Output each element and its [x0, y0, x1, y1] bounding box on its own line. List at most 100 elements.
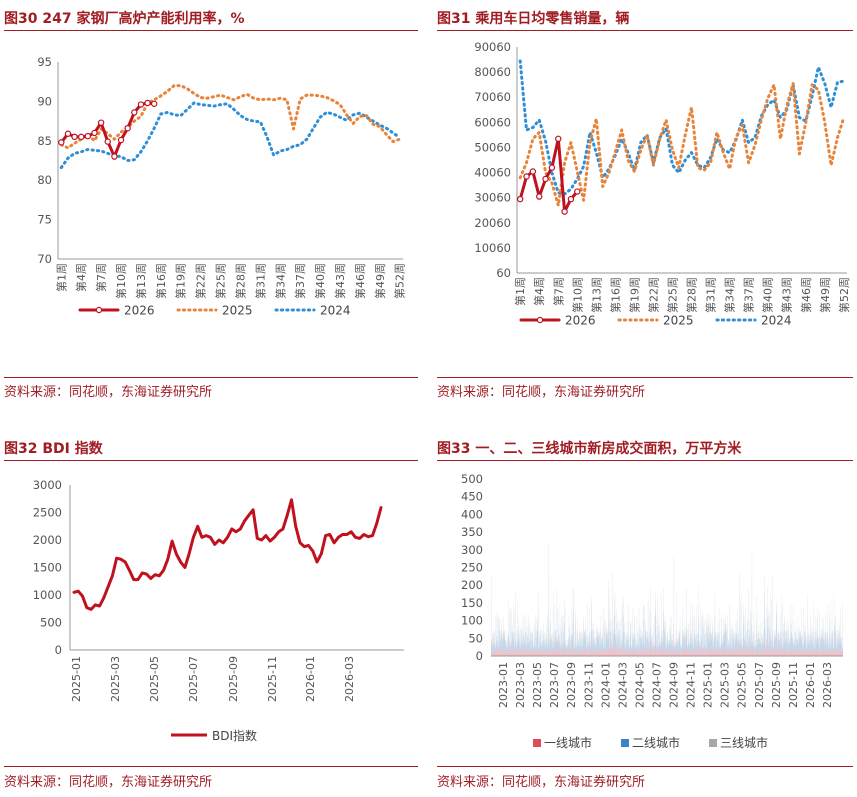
legend-swatch — [621, 739, 629, 747]
legend-marker — [96, 307, 101, 312]
x-tick-label: 第43周 — [333, 263, 347, 299]
x-tick-label: 2025-03 — [719, 662, 732, 708]
x-tick-label: 第22周 — [194, 263, 208, 299]
x-tick-label: 第16周 — [154, 263, 168, 299]
y-tick-label: 1000 — [33, 588, 62, 602]
data-point-2026 — [125, 126, 130, 131]
y-tick-label: 3000 — [33, 478, 62, 492]
x-tick-label: 2023-11 — [582, 662, 595, 708]
legend-label: 2024 — [320, 304, 351, 318]
y-tick-label: 90060 — [474, 40, 511, 54]
x-tick-label: 第40周 — [761, 277, 775, 313]
x-tick-label: 第19周 — [174, 263, 188, 299]
chart-source: 资料来源：同花顺，东海证券研究所 — [4, 771, 212, 790]
data-point-2026 — [132, 110, 137, 115]
data-point-2026 — [59, 140, 64, 145]
x-tick-label: 第1周 — [513, 277, 527, 306]
data-point-2026 — [537, 194, 542, 199]
x-tick-label: 2025-01 — [702, 662, 715, 708]
x-tick-label: 2025-11 — [266, 656, 279, 702]
data-point-2026 — [105, 139, 110, 144]
x-tick-label: 2024-09 — [668, 662, 681, 708]
x-tick-label: 第4周 — [74, 263, 88, 292]
y-tick-label: 350 — [461, 525, 483, 539]
y-tick-label: 400 — [461, 507, 483, 521]
data-point-2026 — [549, 165, 554, 170]
x-tick-label: 2025-09 — [227, 656, 240, 702]
data-point-2026 — [99, 120, 104, 125]
series-line-bdi — [74, 500, 381, 610]
data-point-2026 — [562, 209, 567, 214]
x-tick-label: 第52周 — [393, 263, 407, 299]
x-tick-label: 2024-07 — [650, 662, 663, 708]
source-rule — [437, 766, 853, 767]
source-rule — [4, 766, 418, 767]
x-tick-label: 第28周 — [685, 277, 699, 313]
x-tick-label: 第46周 — [799, 277, 813, 313]
x-tick-label: 第37周 — [293, 263, 307, 299]
y-tick-label: 50060 — [474, 140, 511, 154]
y-tick-label: 80 — [37, 173, 52, 187]
legend-label: 2025 — [663, 314, 694, 328]
x-tick-label: 第49周 — [373, 263, 387, 299]
y-tick-label: 70060 — [474, 90, 511, 104]
x-tick-label: 2024-11 — [685, 662, 698, 708]
data-point-2026 — [65, 131, 70, 136]
series-line-2024 — [520, 61, 844, 194]
y-tick-label: 20060 — [474, 216, 511, 230]
source-rule — [437, 377, 853, 378]
data-point-2026 — [530, 169, 535, 174]
chart-title: 图31 乘用车日均零售销量，辆 — [437, 8, 629, 28]
x-tick-label: 第31周 — [253, 263, 267, 299]
data-point-2026 — [568, 196, 573, 201]
y-tick-label: 100 — [461, 614, 483, 628]
x-tick-label: 2023-01 — [497, 662, 510, 708]
title-rule — [4, 30, 418, 31]
chart-source: 资料来源：同花顺，东海证券研究所 — [437, 771, 645, 790]
x-tick-label: 2024-05 — [633, 662, 646, 708]
x-tick-label: 第28周 — [233, 263, 247, 299]
x-tick-label: 2024-03 — [616, 662, 629, 708]
x-tick-label: 第46周 — [353, 263, 367, 299]
x-tick-label: 第40周 — [313, 263, 327, 299]
x-tick-label: 第13周 — [589, 277, 603, 313]
legend-label: 2026 — [124, 304, 155, 318]
y-tick-label: 10060 — [474, 241, 511, 255]
y-tick-label: 450 — [461, 490, 483, 504]
chart-title: 图30 247 家钢厂高炉产能利用率，% — [4, 8, 244, 28]
x-tick-label: 第34周 — [723, 277, 737, 313]
x-tick-label: 2023-09 — [565, 662, 578, 708]
x-tick-label: 2023-07 — [548, 662, 561, 708]
y-tick-label: 60060 — [474, 115, 511, 129]
x-tick-label: 第43周 — [780, 277, 794, 313]
source-rule — [4, 377, 418, 378]
legend-label: 2024 — [761, 314, 792, 328]
data-point-2026 — [112, 154, 117, 159]
y-tick-label: 90 — [37, 94, 52, 108]
y-tick-label: 150 — [461, 596, 483, 610]
x-tick-label: 2026-01 — [304, 656, 317, 702]
title-rule — [4, 460, 418, 461]
x-tick-label: 2025-05 — [148, 656, 161, 702]
x-tick-label: 2025-03 — [109, 656, 122, 702]
y-tick-label: 50 — [468, 631, 483, 645]
data-point-2026 — [575, 189, 580, 194]
y-tick-label: 85 — [37, 134, 52, 148]
y-tick-label: 2000 — [33, 533, 62, 547]
x-tick-label: 第22周 — [646, 277, 660, 313]
y-tick-label: 250 — [461, 561, 483, 575]
data-point-2026 — [524, 174, 529, 179]
data-point-2026 — [556, 136, 561, 141]
y-tick-label: 300 — [461, 543, 483, 557]
y-tick-label: 30060 — [474, 191, 511, 205]
x-tick-label: 第7周 — [551, 277, 565, 306]
x-tick-label: 第16周 — [608, 277, 622, 313]
x-tick-label: 第52周 — [837, 277, 851, 313]
y-tick-label: 0 — [476, 649, 483, 663]
legend-label: 二线城市 — [632, 735, 680, 750]
x-tick-label: 第37周 — [742, 277, 756, 313]
